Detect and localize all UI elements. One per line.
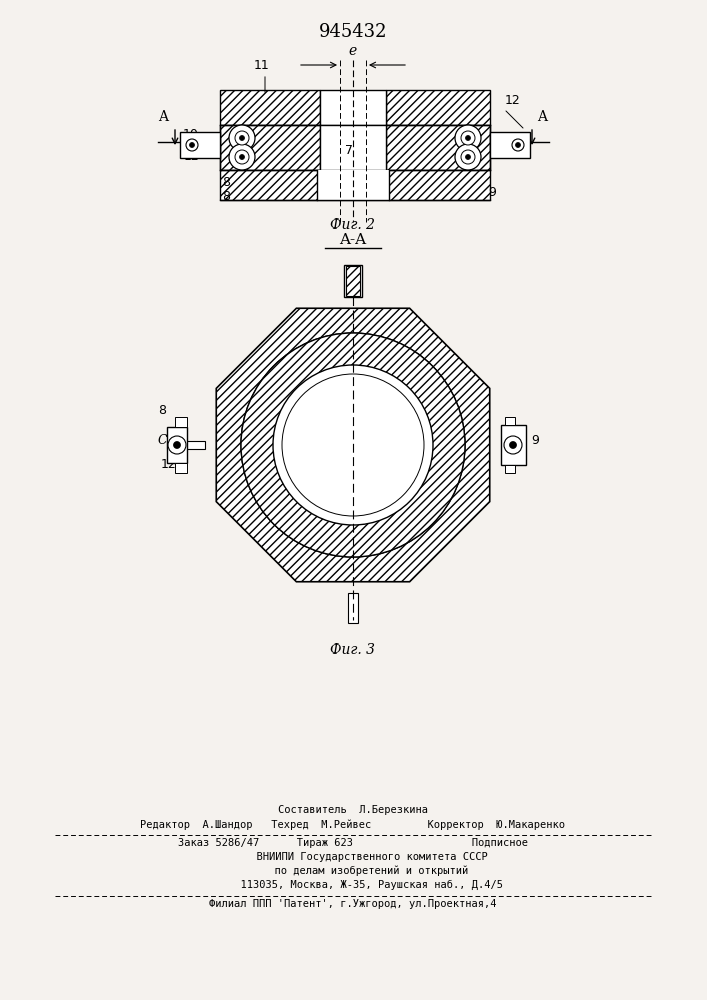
Circle shape: [465, 154, 470, 159]
Text: e: e: [349, 44, 357, 58]
Bar: [505, 417, 515, 425]
Bar: [167, 427, 187, 463]
Bar: [220, 170, 490, 200]
Text: Заказ 5286/47      Тираж 623                   Подписное: Заказ 5286/47 Тираж 623 Подписное: [178, 838, 528, 848]
Bar: [344, 265, 362, 297]
Bar: [386, 125, 490, 170]
Circle shape: [240, 135, 245, 140]
Circle shape: [512, 139, 524, 151]
Text: 11: 11: [254, 59, 270, 72]
Text: 9: 9: [531, 434, 539, 446]
Bar: [220, 125, 320, 170]
Text: ВНИИПИ Государственного комитета СССР: ВНИИПИ Государственного комитета СССР: [218, 852, 487, 862]
Bar: [348, 593, 358, 623]
Text: Филиал ППП 'Патент', г.Ужгород, ул.Проектная,4: Филиал ППП 'Патент', г.Ужгород, ул.Проек…: [209, 899, 497, 909]
Text: C: C: [158, 434, 168, 446]
Circle shape: [465, 135, 470, 140]
Text: 8: 8: [222, 176, 230, 188]
Polygon shape: [216, 308, 490, 582]
Bar: [320, 90, 386, 125]
Circle shape: [235, 131, 249, 145]
Bar: [505, 465, 515, 473]
Text: 12: 12: [505, 94, 521, 107]
Text: Фиг. 2: Фиг. 2: [330, 218, 375, 232]
Text: 12: 12: [183, 150, 199, 163]
Bar: [175, 417, 187, 427]
Bar: [490, 132, 530, 158]
Bar: [317, 170, 389, 200]
Text: A: A: [537, 110, 547, 124]
Bar: [501, 425, 526, 465]
Circle shape: [173, 442, 180, 448]
Text: 9: 9: [488, 186, 496, 198]
Circle shape: [515, 142, 520, 147]
Text: 10: 10: [183, 127, 199, 140]
Circle shape: [241, 333, 465, 557]
Circle shape: [273, 365, 433, 525]
Circle shape: [241, 333, 465, 557]
Bar: [320, 125, 386, 170]
Circle shape: [504, 436, 522, 454]
Bar: [167, 441, 205, 449]
Text: 8: 8: [158, 403, 166, 416]
Circle shape: [229, 125, 255, 151]
Text: 8: 8: [222, 190, 230, 204]
Circle shape: [235, 150, 249, 164]
Circle shape: [168, 436, 186, 454]
Circle shape: [455, 144, 481, 170]
Text: 113035, Москва, Ж-35, Раушская наб., Д.4/5: 113035, Москва, Ж-35, Раушская наб., Д.4…: [203, 880, 503, 890]
Text: 7: 7: [345, 143, 353, 156]
Text: 945432: 945432: [319, 23, 387, 41]
Bar: [386, 90, 490, 125]
Text: 6: 6: [498, 143, 506, 156]
Circle shape: [189, 142, 194, 147]
Text: A: A: [158, 110, 168, 124]
Text: A-A: A-A: [339, 233, 366, 247]
Circle shape: [461, 131, 475, 145]
Text: Редактор  А.Шандор   Техред  М.Рейвес         Корректор  Ю.Макаренко: Редактор А.Шандор Техред М.Рейвес Коррек…: [141, 819, 566, 830]
Bar: [180, 132, 220, 158]
Circle shape: [461, 150, 475, 164]
Circle shape: [455, 125, 481, 151]
Bar: [346, 266, 360, 296]
Text: Составитель  Л.Березкина: Составитель Л.Березкина: [278, 805, 428, 815]
Bar: [175, 463, 187, 473]
Circle shape: [240, 154, 245, 159]
Text: 12: 12: [161, 458, 177, 472]
Circle shape: [229, 144, 255, 170]
Circle shape: [510, 442, 517, 448]
Text: по делам изобретений и открытий: по делам изобретений и открытий: [238, 866, 469, 876]
Circle shape: [186, 139, 198, 151]
Text: Фиг. 3: Фиг. 3: [330, 643, 375, 657]
Text: 7: 7: [361, 446, 369, 460]
Circle shape: [282, 374, 424, 516]
Bar: [220, 90, 320, 125]
